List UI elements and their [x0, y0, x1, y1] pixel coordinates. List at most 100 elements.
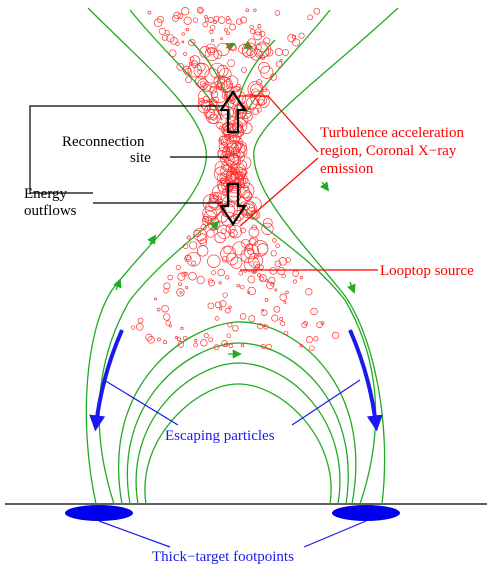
particle-circle: [230, 256, 243, 269]
particle-circle: [248, 226, 260, 238]
particle-circle: [246, 196, 262, 213]
particle-circle: [263, 37, 271, 45]
particle-circle: [197, 78, 209, 90]
particle-circle: [200, 339, 208, 347]
particle-circle: [213, 15, 220, 22]
footpoint-left: [65, 505, 133, 521]
particle-circle: [249, 24, 254, 30]
particle-circle: [225, 16, 231, 21]
particle-circle: [265, 279, 269, 283]
field-arrow: [225, 43, 236, 52]
particle-circle: [264, 298, 269, 302]
particle-circle: [209, 24, 216, 31]
particle-circle: [231, 118, 248, 134]
particle-circle: [261, 309, 268, 316]
particle-circle: [241, 47, 252, 57]
particle-circle: [173, 11, 181, 20]
particle-circle: [268, 276, 276, 285]
particle-circle: [303, 320, 309, 326]
particle-circle: [156, 307, 161, 312]
particle-circle: [261, 308, 265, 312]
particle-circle: [185, 76, 192, 84]
particle-circle: [207, 17, 214, 23]
particle-circle: [130, 325, 136, 330]
escaping-pointer-right: [291, 379, 361, 426]
particle-circle: [217, 16, 226, 24]
particle-circle: [174, 336, 179, 340]
particle-circle: [261, 222, 274, 235]
particle-circle: [193, 342, 199, 348]
particle-circle: [200, 224, 207, 231]
particle-circle: [240, 122, 253, 135]
particle-circle: [217, 268, 225, 277]
particle-circle: [233, 166, 246, 179]
particle-circle: [181, 7, 190, 16]
particle-circle: [204, 14, 208, 19]
particle-circle: [189, 55, 201, 66]
particle-circle: [245, 207, 258, 219]
particle-circle: [220, 228, 227, 235]
particle-circle: [262, 217, 273, 228]
field-loop-1: [117, 321, 357, 505]
particle-circle: [210, 82, 217, 89]
particle-circle: [236, 142, 243, 149]
particle-circle: [229, 23, 236, 31]
particle-circle: [225, 223, 236, 234]
particle-circle: [272, 238, 277, 243]
particle-circle: [221, 255, 229, 263]
particle-circle: [223, 245, 232, 255]
particle-circle: [136, 323, 144, 331]
particle-circle: [258, 274, 267, 283]
particle-circle: [202, 95, 210, 103]
particle-circle: [292, 38, 301, 47]
particle-circle: [226, 31, 230, 36]
blue-pointer-lines: [98, 379, 367, 548]
particle-circle: [287, 33, 296, 43]
particle-circle: [209, 29, 214, 34]
particle-circle: [202, 215, 209, 223]
particle-circle: [189, 61, 193, 66]
particle-circle: [186, 251, 201, 267]
red-pointer-lines: [238, 95, 378, 271]
particle-circle: [247, 38, 256, 47]
particle-circle: [214, 231, 226, 244]
particle-circle: [193, 62, 210, 79]
particle-circle: [285, 290, 289, 295]
particle-circle: [320, 321, 325, 325]
field-arrow: [319, 181, 330, 192]
escaping-arrow-left: [89, 329, 124, 432]
particle-circle: [240, 238, 250, 249]
particle-circle: [187, 63, 202, 78]
particle-circle: [189, 241, 198, 250]
field-line-top-right: [242, 9, 331, 121]
field-arrow: [209, 220, 220, 231]
particle-circle: [306, 336, 313, 344]
particle-circle: [182, 243, 189, 249]
particle-circle: [184, 254, 192, 263]
particle-circle: [181, 32, 185, 36]
particle-circle: [218, 281, 222, 285]
particle-circle: [213, 344, 220, 350]
particle-circle: [192, 17, 199, 23]
particle-circle: [210, 38, 215, 42]
particle-circle: [240, 248, 256, 263]
particle-circle: [184, 68, 193, 77]
particle-circle: [183, 51, 188, 56]
particle-circle: [310, 307, 318, 316]
particle-circle: [241, 42, 258, 59]
particle-circle: [255, 264, 261, 270]
particle-circle: [265, 48, 274, 57]
particle-circle: [204, 47, 219, 62]
particle-circle: [218, 307, 223, 311]
particle-circle: [226, 333, 232, 338]
field-arrow: [113, 278, 122, 291]
particle-circle: [212, 96, 219, 103]
particle-circle: [313, 336, 319, 342]
particle-circle: [213, 20, 217, 24]
particle-circle: [309, 345, 315, 351]
particle-circle: [273, 305, 281, 313]
particle-circle: [182, 335, 188, 341]
particle-circle: [234, 177, 244, 187]
particle-circle: [177, 337, 181, 342]
particle-circle: [224, 307, 231, 314]
